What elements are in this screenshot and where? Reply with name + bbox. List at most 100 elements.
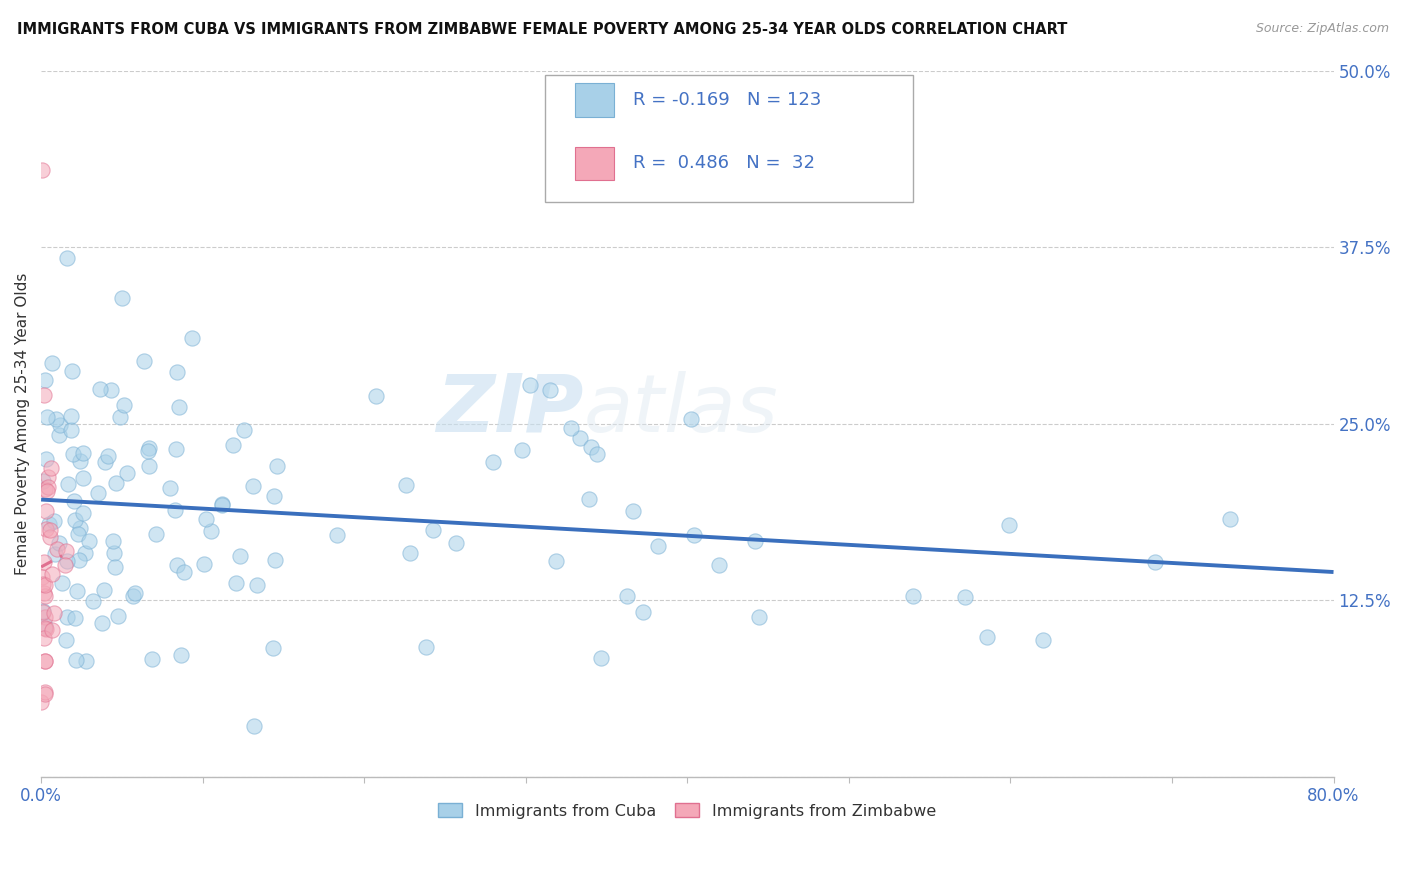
Point <box>35 483 58 498</box>
Point <box>222 437 245 451</box>
Point <box>34 373 56 387</box>
Point <box>145 527 167 541</box>
Point <box>56 252 79 266</box>
Point <box>325 528 347 542</box>
Point <box>60 423 83 437</box>
Point <box>45 541 67 556</box>
Point <box>42 607 65 621</box>
Point <box>103 546 125 560</box>
Point <box>136 443 159 458</box>
FancyBboxPatch shape <box>546 75 914 202</box>
Point <box>31 570 53 584</box>
Point <box>1032 633 1054 648</box>
Point <box>633 605 655 619</box>
Point <box>58 477 80 491</box>
Point <box>101 533 124 548</box>
Point <box>193 558 215 572</box>
Point <box>69 454 91 468</box>
Point <box>166 558 188 573</box>
Point <box>953 590 976 604</box>
Point <box>49 418 72 433</box>
Point <box>585 447 607 461</box>
Point <box>683 527 706 541</box>
Point <box>63 611 86 625</box>
Point <box>32 586 55 600</box>
Bar <box>575 83 613 117</box>
Point <box>45 412 67 426</box>
Point <box>34 622 56 636</box>
Point <box>34 609 56 624</box>
Point <box>41 460 63 475</box>
Point <box>75 654 97 668</box>
Point <box>560 421 582 435</box>
Point <box>93 583 115 598</box>
Point <box>62 447 84 461</box>
Point <box>34 589 56 603</box>
Point <box>707 558 730 572</box>
Point <box>60 364 83 378</box>
Point <box>538 383 561 397</box>
Point <box>246 578 269 592</box>
Point <box>181 331 204 345</box>
Point <box>578 491 600 506</box>
Point <box>647 540 669 554</box>
Point <box>568 431 591 445</box>
Point <box>748 610 770 624</box>
Point <box>32 605 55 619</box>
Point <box>72 445 94 459</box>
Point <box>34 621 56 635</box>
Point <box>200 524 222 538</box>
Point <box>42 514 65 528</box>
Point <box>72 506 94 520</box>
Point <box>39 530 62 544</box>
Point <box>32 631 55 645</box>
Point <box>616 589 638 603</box>
Point <box>138 459 160 474</box>
Point <box>53 558 76 572</box>
Point <box>111 291 134 305</box>
Text: R = -0.169   N = 123: R = -0.169 N = 123 <box>633 91 821 109</box>
Point <box>681 411 703 425</box>
Point <box>69 521 91 535</box>
Point <box>34 655 56 669</box>
Point <box>124 586 146 600</box>
Point <box>229 549 252 563</box>
Point <box>165 442 187 457</box>
Point <box>77 533 100 548</box>
Point <box>544 554 567 568</box>
Point <box>31 604 53 618</box>
Point <box>56 554 79 568</box>
Point <box>159 481 181 495</box>
Point <box>744 534 766 549</box>
Text: R =  0.486   N =  32: R = 0.486 N = 32 <box>633 154 815 172</box>
Point <box>444 535 467 549</box>
Point <box>66 526 89 541</box>
Point <box>211 497 233 511</box>
Point <box>482 455 505 469</box>
Point <box>32 388 55 402</box>
Point <box>262 640 284 655</box>
Point <box>82 594 104 608</box>
Point <box>104 560 127 574</box>
Point <box>364 389 387 403</box>
Point <box>51 575 73 590</box>
Point <box>90 615 112 630</box>
Point <box>35 504 58 518</box>
Point <box>48 428 70 442</box>
Point <box>48 536 70 550</box>
Point <box>112 398 135 412</box>
Point <box>998 518 1021 533</box>
Point <box>100 383 122 397</box>
Legend: Immigrants from Cuba, Immigrants from Zimbabwe: Immigrants from Cuba, Immigrants from Zi… <box>432 797 943 825</box>
Point <box>107 609 129 624</box>
Point <box>73 546 96 560</box>
Bar <box>575 146 613 180</box>
Point <box>87 486 110 500</box>
Point <box>34 619 56 633</box>
Point <box>266 458 288 473</box>
Text: Source: ZipAtlas.com: Source: ZipAtlas.com <box>1256 22 1389 36</box>
Point <box>56 610 79 624</box>
Text: IMMIGRANTS FROM CUBA VS IMMIGRANTS FROM ZIMBABWE FEMALE POVERTY AMONG 25-34 YEAR: IMMIGRANTS FROM CUBA VS IMMIGRANTS FROM … <box>17 22 1067 37</box>
Point <box>34 687 56 701</box>
Point <box>41 624 63 638</box>
